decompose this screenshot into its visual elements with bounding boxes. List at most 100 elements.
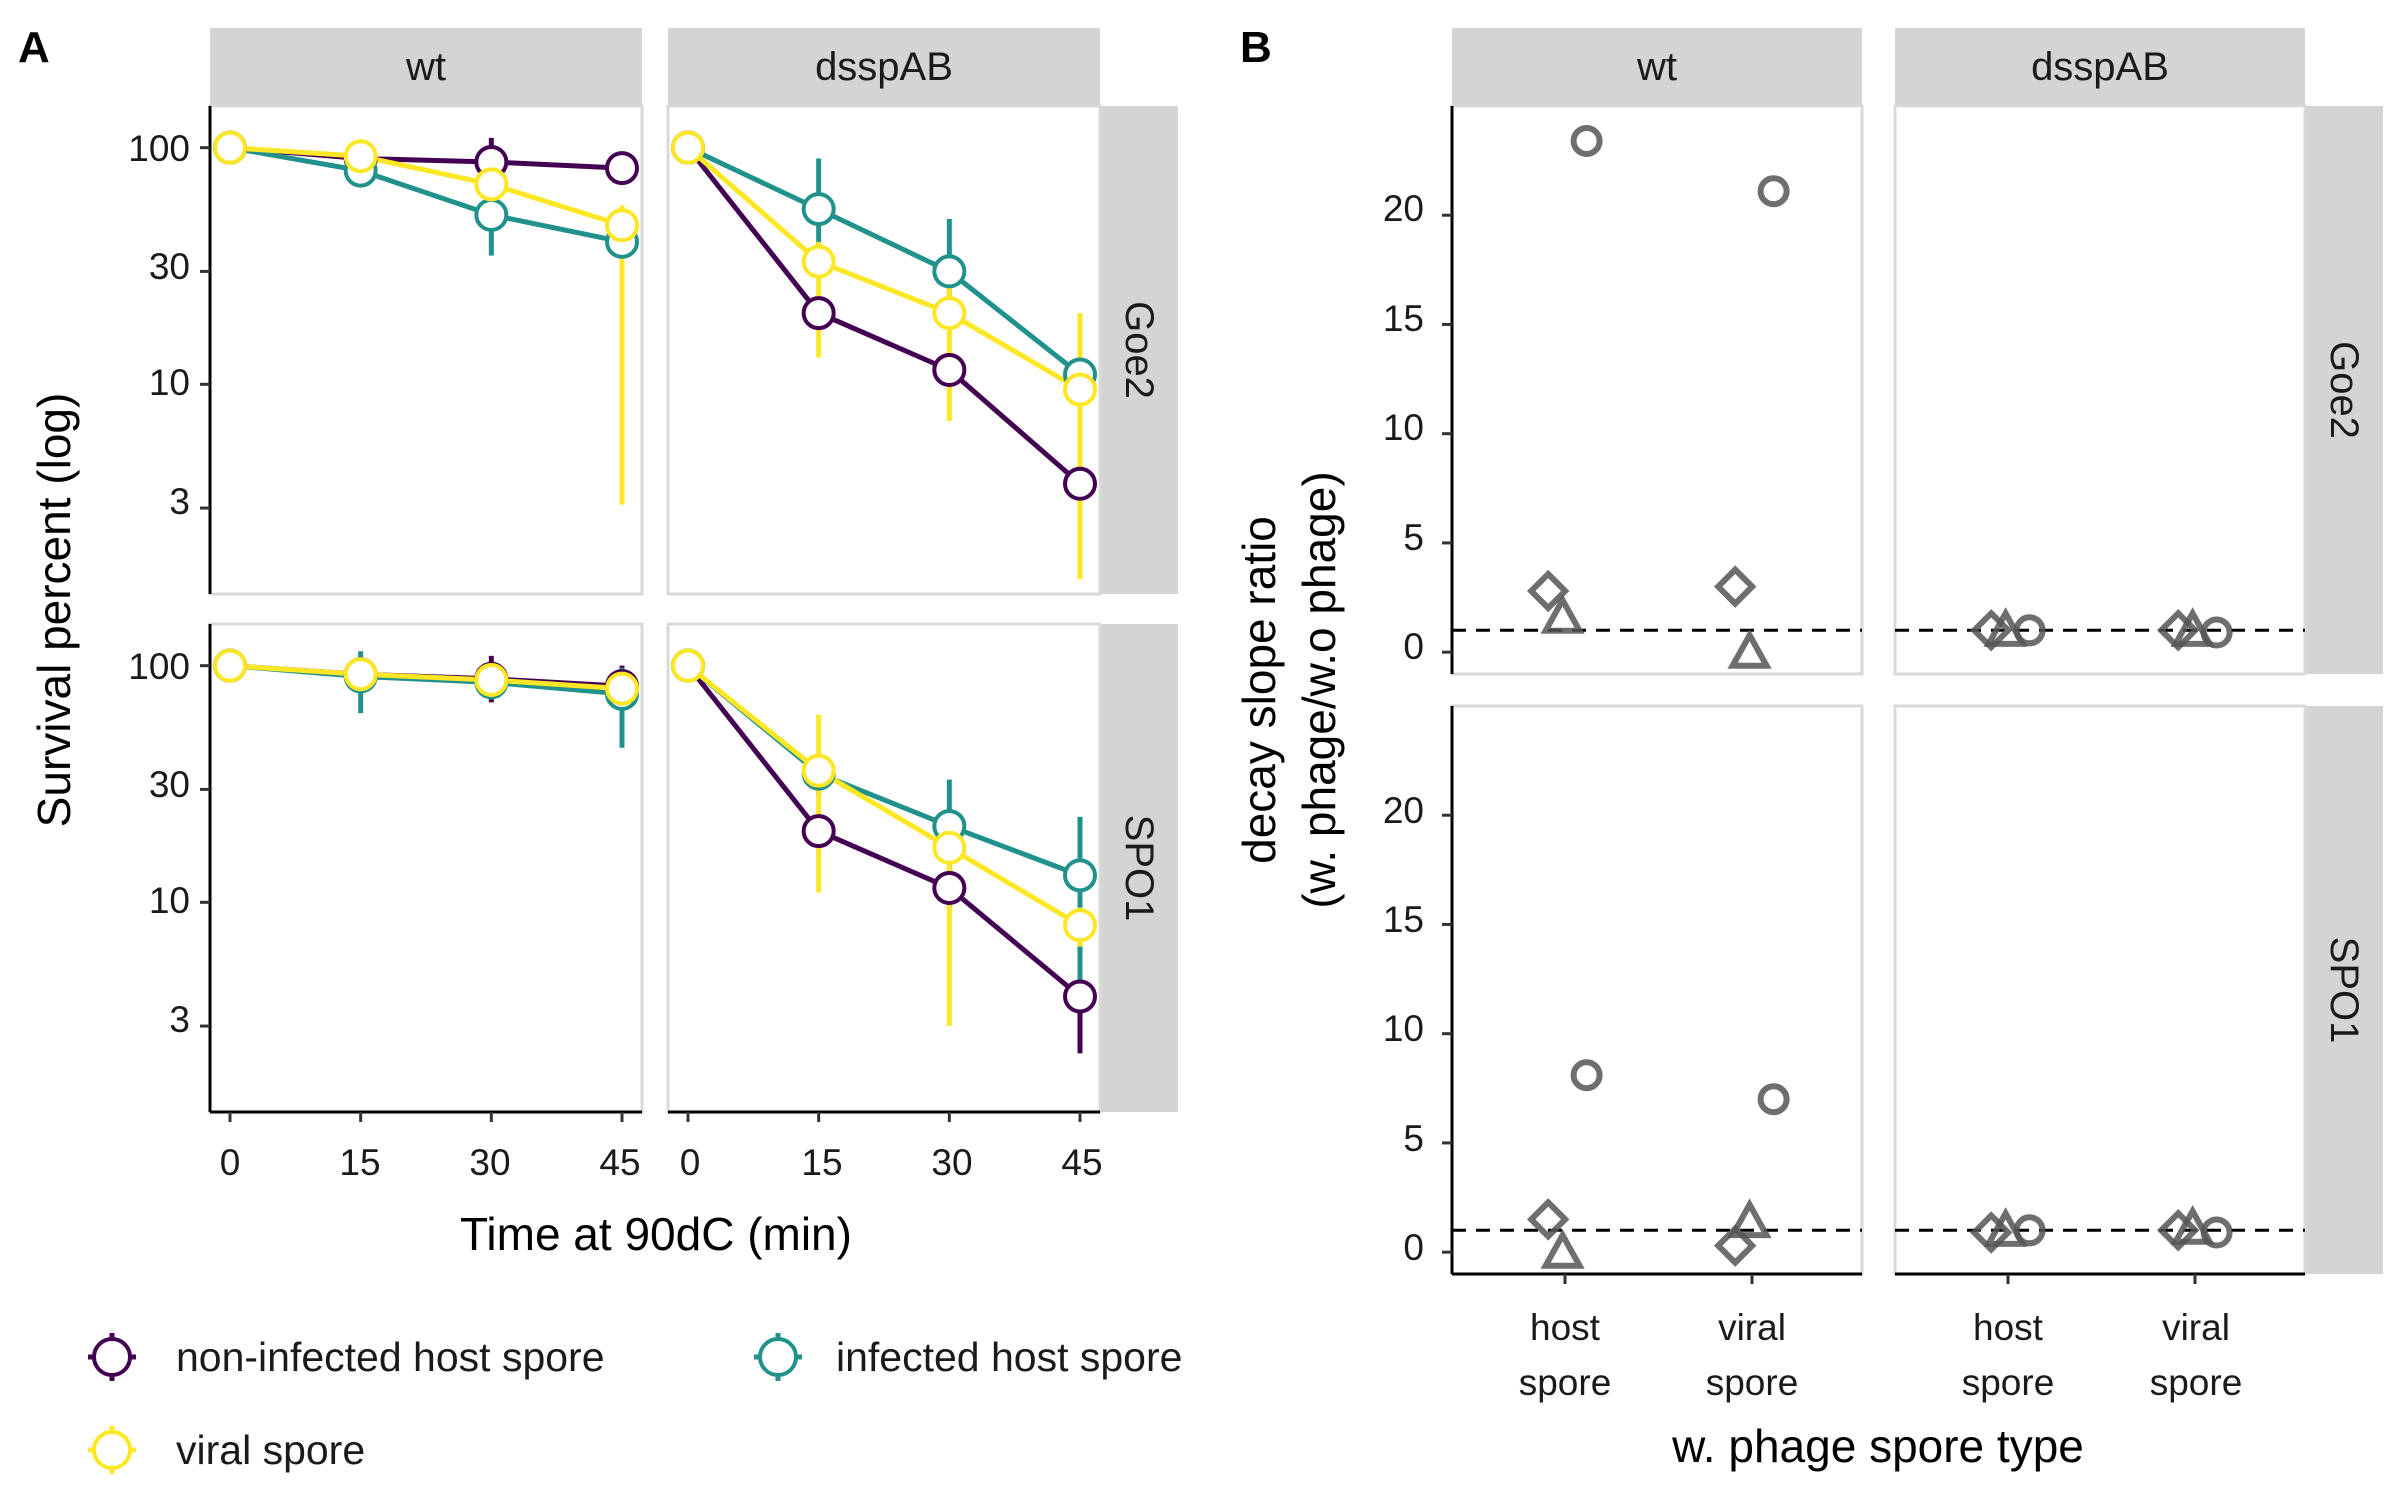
data-point [1063, 372, 1097, 407]
strip-row-spo1: SPO1 [2322, 937, 2366, 1044]
strip-bg [668, 28, 1100, 106]
point-triangle [1983, 607, 2028, 647]
data-point [932, 254, 967, 289]
point-triangle [1540, 1228, 1585, 1269]
y-tick-label: 15 [1383, 298, 1424, 339]
y-tick-label: 10 [149, 880, 190, 921]
x-tick-label: 0 [680, 1142, 701, 1183]
strip-row-goe2: Goe2 [2322, 341, 2366, 439]
point-circle [2013, 1214, 2046, 1247]
strip-bg [1100, 106, 1178, 594]
legend-label: non-infected host spore [176, 1334, 605, 1380]
panel-a-y-ticks-top: 100 30 10 3 [128, 128, 190, 522]
strip-bg [1452, 28, 1862, 106]
y-tick-label: 100 [128, 128, 190, 169]
data-point [605, 208, 639, 243]
strip-row-spo1: SPO1 [1117, 815, 1161, 922]
panel-a-plot-area [200, 104, 1102, 1122]
point-triangle [1540, 594, 1585, 634]
y-tick-label: 20 [1383, 188, 1424, 229]
panel-b-y-axis-title-line1: decay slope ratio [1233, 516, 1285, 864]
facet-panel-border [666, 104, 1102, 596]
data-point [671, 130, 705, 165]
y-tick-label: 20 [1383, 790, 1424, 831]
x-tick-label: 30 [469, 1142, 510, 1183]
point-diamond [1526, 569, 1570, 613]
series-line [229, 145, 623, 245]
y-tick-label: 10 [149, 362, 190, 403]
data-point [801, 244, 836, 279]
data-point [1063, 908, 1097, 943]
series-line [686, 146, 1082, 486]
data-point [801, 814, 836, 849]
strip-col-dsspab: dsspAB [815, 45, 953, 89]
point-triangle [2170, 1204, 2215, 1245]
series-line [229, 663, 623, 692]
y-tick-label: 5 [1403, 1118, 1424, 1159]
x-category-label: host [1530, 1307, 1601, 1348]
point-diamond [2156, 1209, 2200, 1252]
strip-col-dsspab: dsspAB [2031, 45, 2169, 89]
facet-panel-border [1450, 704, 1864, 1276]
strip-bg [2305, 106, 2383, 674]
x-category-label: host [1973, 1307, 2044, 1348]
data-point [932, 830, 967, 865]
panel-b-tag: B [1240, 23, 1272, 72]
x-category-label: spore [1519, 1362, 1612, 1403]
panel-a-y-ticks-bottom: 100 30 10 3 [128, 646, 190, 1040]
data-point [474, 167, 509, 202]
panel-b-y-ticks-bottom: 20 15 10 5 0 [1383, 790, 1424, 1268]
y-tick-label: 0 [1403, 1227, 1424, 1268]
data-point [605, 151, 639, 186]
y-tick-label: 30 [149, 764, 190, 805]
data-point [671, 648, 705, 683]
point-diamond [1969, 1211, 2013, 1254]
data-point [343, 657, 378, 692]
y-tick-label: 0 [1403, 626, 1424, 667]
x-tick-label: 15 [801, 1142, 842, 1183]
data-point [605, 671, 639, 706]
data-point [474, 662, 509, 697]
series-line [686, 145, 1082, 377]
y-tick-label: 10 [1383, 407, 1424, 448]
panel-b-y-ticks-top: 20 15 10 5 0 [1383, 188, 1424, 667]
panel-b-x-axis-title: w. phage spore type [1671, 1420, 2084, 1472]
data-point [801, 753, 836, 788]
x-tick-label: 0 [220, 1142, 241, 1183]
legend-label: viral spore [176, 1427, 365, 1473]
x-tick-label: 15 [339, 1142, 380, 1183]
strip-col-wt: wt [405, 45, 446, 89]
x-category-label: viral [1718, 1307, 1786, 1348]
panel-b-plot-area [1442, 104, 2307, 1284]
point-diamond [1713, 1224, 1757, 1267]
data-point [1063, 858, 1097, 893]
data-point [932, 296, 967, 331]
data-point [932, 870, 967, 905]
panel-a-x-ticks: 0 15 30 45 0 15 30 45 [220, 1142, 1103, 1183]
facet-panel-border [1450, 104, 1864, 676]
point-triangle [1727, 1198, 1772, 1239]
strip-col-wt: wt [1636, 45, 1677, 89]
x-category-label: spore [2150, 1362, 2243, 1403]
point-circle [1757, 175, 1790, 208]
x-tick-label: 30 [931, 1142, 972, 1183]
panel-b-y-axis-title-line2: (w. phage/w.o phage) [1293, 471, 1345, 908]
x-category-label: spore [1706, 1362, 1799, 1403]
series-line [686, 145, 1082, 392]
point-circle [1570, 124, 1603, 157]
legend-marker [92, 1337, 132, 1377]
point-circle [1757, 1083, 1790, 1116]
y-tick-label: 10 [1383, 1008, 1424, 1049]
legend: non-infected host spore infected host sp… [88, 1333, 1182, 1474]
series-line [229, 145, 623, 228]
facet-panel-border [666, 622, 1102, 1114]
y-tick-label: 30 [149, 246, 190, 287]
point-diamond [1526, 1198, 1570, 1241]
point-circle [1570, 1059, 1603, 1092]
point-triangle [2170, 607, 2215, 647]
y-tick-label: 15 [1383, 899, 1424, 940]
y-tick-label: 3 [169, 481, 190, 522]
facet-panel-border [208, 622, 644, 1114]
strip-row-goe2: Goe2 [1117, 301, 1161, 399]
